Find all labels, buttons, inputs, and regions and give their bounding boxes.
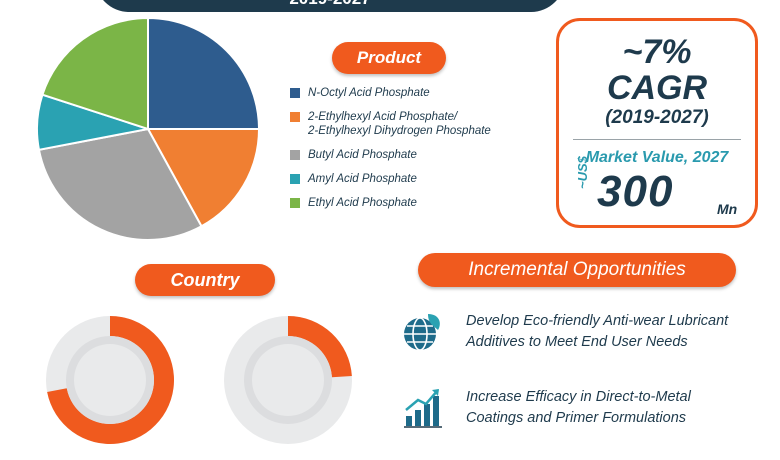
product-pie-chart [36, 16, 261, 241]
pie-slice [146, 128, 261, 228]
top-banner: 2019-2027 [95, 0, 565, 12]
country-heading: Country [135, 264, 275, 296]
legend-swatch [290, 88, 300, 98]
product-heading-text: Product [356, 48, 422, 67]
pie-slice [37, 127, 203, 241]
currency-label: ~US$ [575, 156, 590, 189]
legend-label: Butyl Acid Phosphate [308, 149, 417, 161]
legend-item: Butyl Acid Phosphate [290, 148, 530, 162]
legend-swatch [290, 112, 300, 122]
cagr-label: CAGR [606, 69, 708, 107]
market-value-unit: Mn [717, 201, 738, 217]
legend-swatch [290, 174, 300, 184]
legend-item: Ethyl Acid Phosphate [290, 196, 530, 210]
legend-label-line2: 2-Ethylhexyl Dihydrogen Phosphate [308, 125, 491, 137]
donut-arc [288, 316, 352, 378]
country-donut-1 [46, 316, 174, 444]
opportunities-heading: Incremental Opportunities [418, 253, 736, 287]
opportunity-text-line2: Additives to Meet End User Needs [466, 334, 688, 350]
legend-item: 2-Ethylhexyl Acid Phosphate/ 2-Ethylhexy… [290, 110, 530, 138]
pie-slice [147, 16, 261, 130]
country-heading-text: Country [170, 270, 240, 290]
globe-leaf-icon [404, 314, 440, 351]
legend-swatch [290, 150, 300, 160]
product-legend: N-Octyl Acid Phosphate 2-Ethylhexyl Acid… [290, 86, 530, 220]
cagr-period: (2019-2027) [605, 107, 709, 128]
product-heading: Product [332, 42, 446, 74]
legend-item: Amyl Acid Phosphate [290, 172, 530, 186]
market-value-label: Market Value, 2027 [585, 149, 729, 166]
legend-label: 2-Ethylhexyl Acid Phosphate/ [308, 111, 458, 123]
legend-label: N-Octyl Acid Phosphate [308, 87, 430, 99]
legend-label: Ethyl Acid Phosphate [308, 197, 417, 209]
pie-slice [41, 16, 149, 131]
donut-arc [47, 316, 174, 444]
cagr-box: ~7% CAGR (2019-2027) Market Value, 2027 … [556, 18, 758, 228]
opportunity-item: Develop Eco-friendly Anti-wear Lubricant… [400, 310, 780, 354]
donut-hole [74, 344, 146, 416]
banner-year-range: 2019-2027 [289, 0, 370, 8]
legend-label: Amyl Acid Phosphate [308, 173, 417, 185]
legend-swatch [290, 198, 300, 208]
opportunity-item: Increase Efficacy in Direct-to-Metal Coa… [400, 386, 780, 430]
legend-item: N-Octyl Acid Phosphate [290, 86, 530, 100]
opportunity-text-line2: Coatings and Primer Formulations [466, 410, 687, 426]
opportunities-heading-text: Incremental Opportunities [468, 259, 686, 280]
donut-hole [252, 344, 324, 416]
opportunity-text-line1: Increase Efficacy in Direct-to-Metal [466, 389, 691, 405]
market-value-amount: 300 [597, 167, 674, 216]
growth-chart-icon [404, 389, 442, 428]
country-donut-2 [224, 316, 352, 444]
divider [573, 139, 741, 140]
cagr-value: ~7% [622, 33, 692, 71]
opportunity-text-line1: Develop Eco-friendly Anti-wear Lubricant [466, 313, 729, 329]
